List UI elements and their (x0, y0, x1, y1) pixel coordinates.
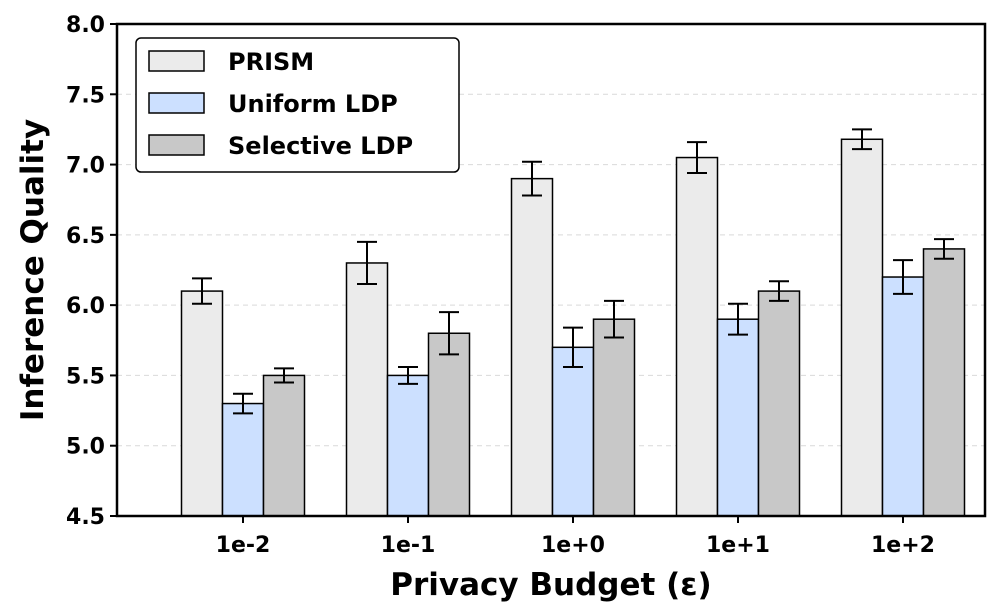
bars (180, 138, 966, 517)
x-tick-label: 1e-2 (216, 533, 271, 558)
y-tick-label: 7.5 (66, 83, 105, 108)
bar-selective-ldp (427, 332, 471, 517)
bar-selective-ldp (262, 374, 306, 517)
x-tick-label: 1e-1 (381, 533, 436, 558)
y-tick-label: 8.0 (66, 13, 105, 38)
y-tick-label: 6.0 (66, 294, 105, 319)
y-tick-label: 4.5 (66, 505, 105, 530)
y-axis-ticks: 4.5 5.0 5.5 6.0 6.5 7.0 7.5 8.0 (66, 13, 117, 530)
bar-prism (675, 156, 719, 517)
bar-prism (180, 290, 224, 517)
bar-uniform-ldp (221, 402, 265, 517)
y-tick-label: 5.5 (66, 364, 105, 389)
bar-prism (345, 262, 389, 517)
error-bars (192, 128, 954, 415)
y-tick-label: 6.5 (66, 224, 105, 249)
y-tick-label: 5.0 (66, 435, 105, 460)
legend-label: PRISM (228, 48, 314, 76)
x-tick-label: 1e+2 (871, 533, 935, 558)
x-tick-label: 1e+1 (706, 533, 770, 558)
legend-swatch (148, 92, 205, 114)
legend-label: Uniform LDP (228, 90, 398, 118)
bar-uniform-ldp (386, 374, 430, 517)
bar-uniform-ldp (551, 346, 595, 517)
bar-prism (510, 177, 554, 517)
bar-prism (840, 138, 884, 517)
bar-uniform-ldp (716, 318, 760, 517)
legend-label: Selective LDP (228, 132, 413, 160)
x-tick-label: 1e+0 (541, 533, 605, 558)
y-axis-title: Inference Quality (15, 119, 51, 421)
bar-selective-ldp (592, 318, 636, 517)
plot-frame (115, 22, 987, 518)
bar-selective-ldp (922, 248, 966, 517)
y-tick-label: 7.0 (66, 154, 105, 179)
bar-selective-ldp (757, 290, 801, 517)
bar-uniform-ldp (881, 276, 925, 517)
legend-frame (135, 37, 460, 173)
legend-swatch (148, 134, 205, 156)
x-axis-ticks: 1e-2 1e-1 1e+0 1e+1 1e+2 (216, 516, 935, 558)
legend-swatch (148, 50, 205, 72)
x-axis-title: Privacy Budget (ε) (390, 567, 711, 603)
legend: PRISM Uniform LDP Selective LDP (135, 37, 460, 173)
